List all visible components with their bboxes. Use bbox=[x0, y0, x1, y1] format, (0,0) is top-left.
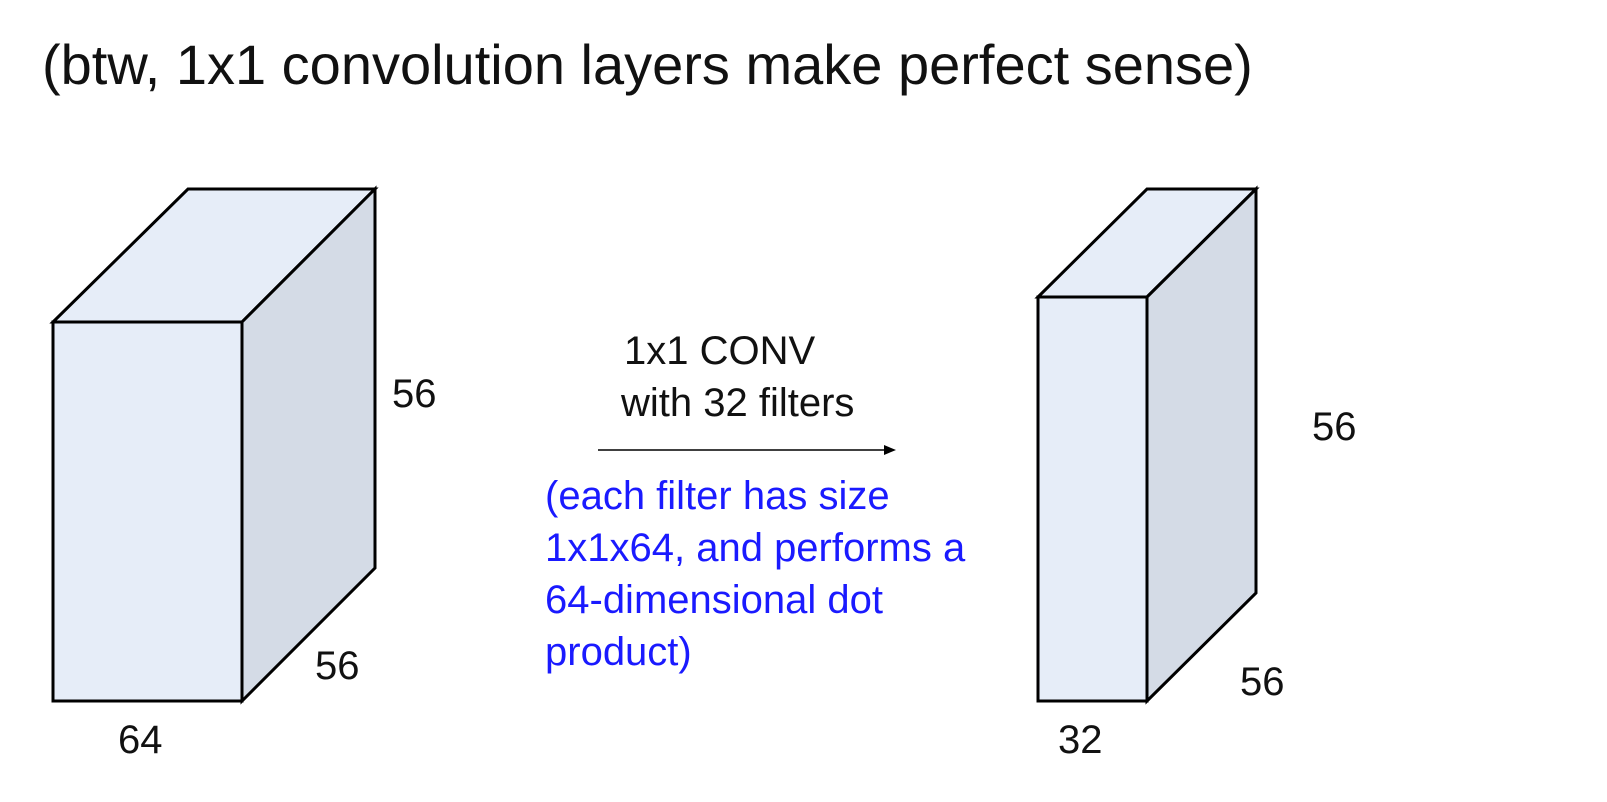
operation-line-1: 1x1 CONV bbox=[624, 329, 816, 373]
slide-title: (btw, 1x1 convolution layers make perfec… bbox=[42, 33, 1253, 96]
output-volume bbox=[1034, 185, 1260, 705]
output-width-label: 32 bbox=[1058, 718, 1103, 762]
operation-label: 1x1 CONV with 32 filters bbox=[621, 325, 855, 429]
input-volume-front-face bbox=[51, 320, 244, 703]
conv-arrow bbox=[598, 445, 896, 455]
input-height-label: 56 bbox=[392, 372, 437, 416]
output-depth-label: 56 bbox=[1240, 660, 1285, 704]
output-volume-front-face bbox=[1036, 295, 1149, 703]
output-height-label: 56 bbox=[1312, 405, 1357, 449]
operation-note-line-3: 64-dimensional dot bbox=[545, 578, 883, 622]
operation-line-2: with 32 filters bbox=[621, 381, 855, 425]
operation-note: (each filter has size 1x1x64, and perfor… bbox=[545, 470, 1025, 678]
input-depth-label: 56 bbox=[315, 644, 360, 688]
operation-note-line-4: product) bbox=[545, 630, 692, 674]
operation-note-line-2: 1x1x64, and performs a bbox=[545, 526, 966, 570]
operation-note-line-1: (each filter has size bbox=[545, 474, 890, 518]
arrow-head bbox=[884, 445, 896, 455]
input-width-label: 64 bbox=[118, 718, 163, 762]
input-volume bbox=[49, 185, 379, 705]
